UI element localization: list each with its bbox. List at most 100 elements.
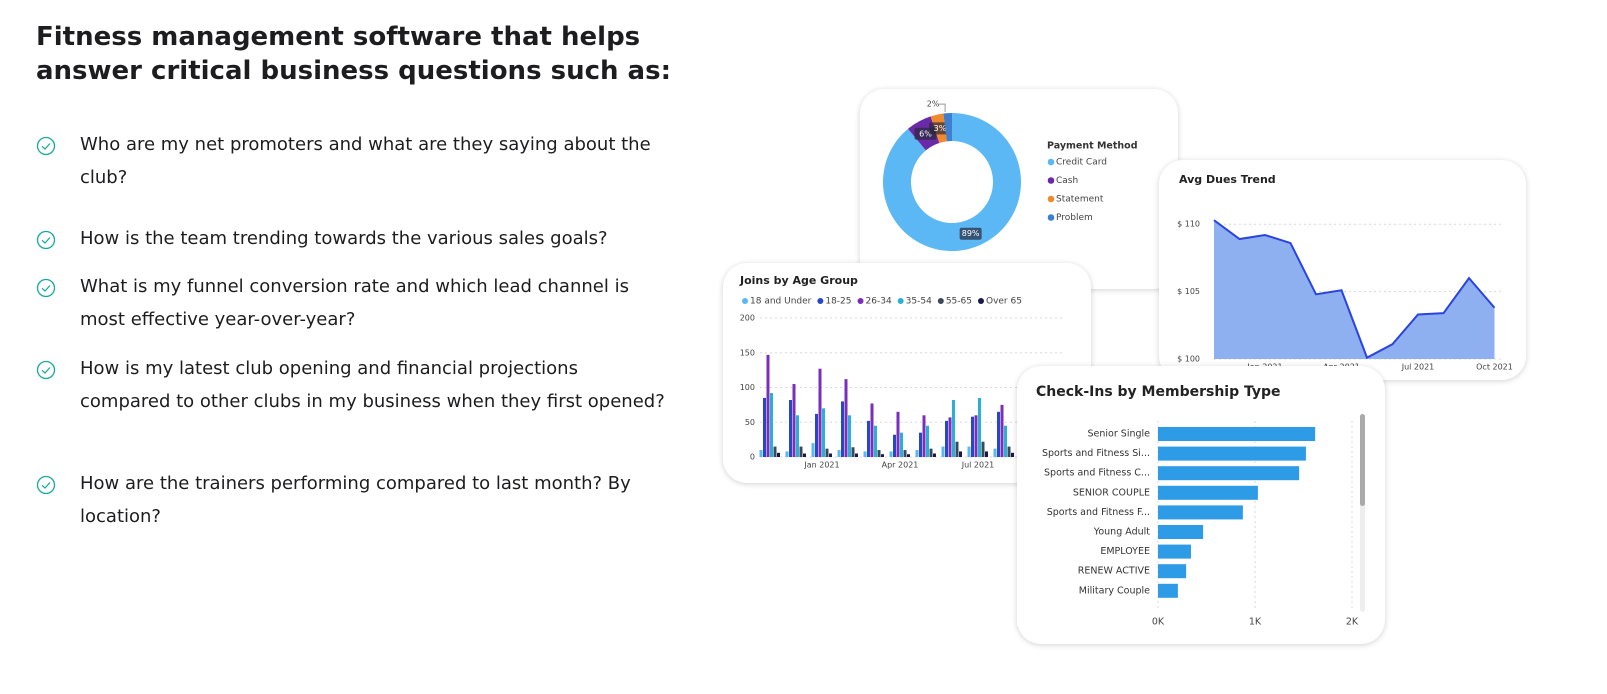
legend-label: Cash bbox=[1056, 176, 1078, 186]
chart-title: Avg Dues Trend bbox=[1179, 173, 1276, 186]
bar bbox=[789, 400, 792, 457]
data-label: 89% bbox=[962, 229, 980, 238]
chart: Avg Dues Trend$ 100$ 105$ 110Jan 2021Apr… bbox=[1177, 173, 1513, 372]
bar bbox=[773, 446, 777, 457]
y-tick-label: 0 bbox=[750, 453, 755, 462]
y-tick-label: SENIOR COUPLE bbox=[1073, 487, 1150, 498]
question-text: What is my funnel conversion rate and wh… bbox=[80, 276, 629, 330]
bar bbox=[1007, 446, 1011, 457]
bar bbox=[978, 397, 981, 457]
data-label: 6% bbox=[919, 129, 932, 138]
bar bbox=[967, 446, 971, 457]
bar bbox=[971, 416, 974, 457]
y-tick-label: Military Couple bbox=[1079, 585, 1150, 596]
y-tick-label: $ 105 bbox=[1177, 287, 1200, 296]
bar bbox=[993, 448, 997, 457]
chart: Check-Ins by Membership Type 0K 1K 2K Senior… bbox=[1036, 384, 1365, 628]
bar bbox=[933, 453, 936, 457]
bar bbox=[907, 454, 910, 457]
legend-swatch bbox=[857, 298, 864, 304]
bar bbox=[874, 425, 877, 457]
check-icon bbox=[36, 475, 56, 495]
bar bbox=[766, 354, 770, 457]
bar bbox=[952, 400, 955, 457]
legend-label: Problem bbox=[1056, 213, 1093, 223]
legend-label: 18-25 bbox=[825, 297, 851, 307]
bar bbox=[811, 443, 815, 457]
question-text: How are the trainers performing compared… bbox=[80, 473, 631, 527]
bar bbox=[796, 415, 799, 457]
checkins-card: Check-Ins by Membership Type 0K 1K 2K Senior… bbox=[1017, 366, 1385, 644]
bar bbox=[777, 452, 780, 457]
legend-swatch bbox=[1047, 158, 1055, 166]
bar bbox=[1158, 525, 1204, 539]
bar bbox=[981, 441, 985, 457]
bar bbox=[1011, 452, 1014, 457]
legend-title: Payment Method bbox=[1047, 141, 1138, 152]
heading: Fitness management software that helps a… bbox=[36, 22, 671, 86]
chart-title: Check-Ins by Membership Type bbox=[1036, 384, 1281, 400]
question-item: Who are my net promoters and what are th… bbox=[36, 128, 676, 194]
legend-swatch bbox=[742, 298, 748, 304]
bar bbox=[1158, 544, 1191, 559]
chart-title: Joins by Age Group bbox=[739, 274, 858, 287]
bar bbox=[837, 450, 841, 457]
scrollbar-thumb bbox=[1360, 414, 1365, 506]
bar bbox=[870, 403, 874, 457]
check-icon bbox=[36, 278, 56, 298]
bar bbox=[818, 368, 822, 457]
x-tick-label: Jan 2021 bbox=[803, 461, 839, 470]
bar bbox=[759, 450, 763, 457]
bar bbox=[1158, 583, 1178, 598]
y-tick-label: 100 bbox=[740, 383, 755, 392]
y-tick-label: Sports and Fitness C... bbox=[1044, 468, 1150, 479]
chart: Joins by Age Group 18 and Under 18-25 26-34… bbox=[739, 274, 1065, 470]
bar bbox=[903, 450, 907, 457]
x-tick-label: Jul 2021 bbox=[1401, 363, 1435, 372]
bar bbox=[926, 425, 929, 457]
bar bbox=[941, 446, 945, 457]
line bbox=[1213, 219, 1496, 360]
bar bbox=[822, 408, 825, 457]
legend-label: 26-34 bbox=[866, 297, 892, 307]
bar bbox=[863, 451, 867, 457]
legend-label: Credit Card bbox=[1056, 158, 1107, 168]
y-tick-label: 150 bbox=[740, 348, 755, 357]
check-icon bbox=[36, 136, 56, 156]
bar bbox=[841, 401, 844, 457]
bar bbox=[1158, 427, 1316, 441]
y-tick-label: Sports and Fitness Si... bbox=[1042, 448, 1150, 459]
pie-slice bbox=[883, 113, 1021, 252]
bar bbox=[915, 450, 919, 457]
legend-label: 18 and Under bbox=[750, 297, 812, 307]
question-item: What is my funnel conversion rate and wh… bbox=[36, 270, 676, 336]
x-tick-label: Oct 2021 bbox=[1476, 363, 1513, 372]
y-tick-label: RENEW ACTIVE bbox=[1078, 566, 1150, 577]
y-tick-label: 50 bbox=[745, 418, 755, 427]
bar bbox=[1158, 505, 1243, 520]
label-bg bbox=[959, 227, 982, 240]
legend-swatch bbox=[1047, 214, 1055, 221]
bar bbox=[867, 420, 870, 457]
bar bbox=[948, 417, 952, 457]
legend-swatch bbox=[817, 298, 824, 304]
bar bbox=[851, 447, 855, 457]
bar bbox=[1004, 425, 1007, 457]
bar bbox=[974, 415, 978, 457]
bar bbox=[803, 453, 806, 457]
bar bbox=[1158, 564, 1187, 579]
legend-label: 55-65 bbox=[946, 297, 972, 307]
bar bbox=[829, 453, 832, 457]
question-item: How is my latest club opening and financ… bbox=[36, 352, 676, 418]
data-label: 2% bbox=[927, 100, 940, 109]
bar bbox=[792, 384, 796, 457]
bar bbox=[855, 453, 858, 457]
bar bbox=[955, 441, 959, 457]
x-tick-label: 1K bbox=[1249, 617, 1262, 628]
legend-label: 35-54 bbox=[906, 297, 932, 307]
y-tick-label: EMPLOYEE bbox=[1100, 546, 1150, 557]
question-text: How is my latest club opening and financ… bbox=[80, 358, 665, 412]
bar bbox=[922, 415, 926, 457]
x-tick-label: 0K bbox=[1152, 617, 1165, 628]
question-item: How are the trainers performing compared… bbox=[36, 467, 676, 533]
